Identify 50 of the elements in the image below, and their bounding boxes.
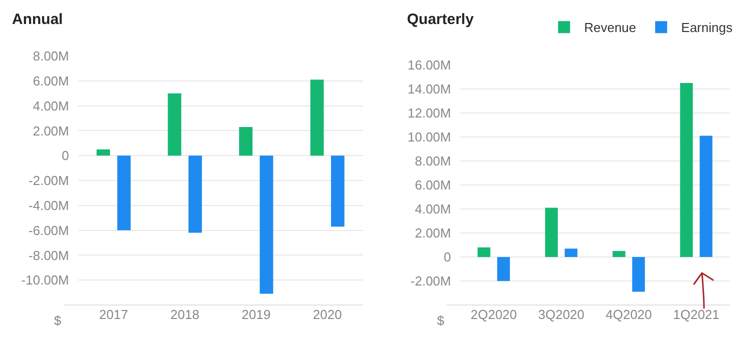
y-tick-label: 0 [444,250,451,265]
y-tick-label: 4.00M [414,202,451,217]
x-tick-label: 2018 [170,307,200,322]
bar [564,248,578,257]
chart-title: Annual [12,10,63,28]
y-tick-label: 2.00M [414,226,451,241]
y-tick-label: -4.00M [28,198,69,213]
y-tick-label: 6.00M [32,73,69,88]
chart-title: Quarterly [407,10,474,28]
x-tick-label: 3Q2020 [538,307,584,322]
y-tick-label: -8.00M [28,248,69,263]
x-tick-label: 2020 [312,307,342,322]
x-tick-label: 2017 [99,307,128,322]
bar [478,247,490,257]
bar [188,156,202,233]
bar [117,156,131,230]
y-tick-label: -6.00M [28,222,69,238]
legend-label: Earnings [681,20,733,36]
bar [612,251,626,257]
y-tick-label: -2.00M [410,274,451,289]
x-tick-label: 1Q2021 [673,307,720,322]
y-tick-label: -10.00M [21,272,69,288]
y-tick-label: -2.00M [28,173,69,188]
bar [310,80,324,156]
y-tick-label: 16.00M [408,58,451,73]
bar [330,156,344,227]
y-tick-label: 4.00M [32,98,69,114]
y-tick-label: 0 [62,148,69,164]
x-tick-label: 2Q2020 [470,307,517,322]
bar [260,156,274,294]
y-tick-label: 2.00M [32,123,69,138]
bar [168,93,182,156]
bar [700,136,712,257]
x-tick-label: 4Q2020 [606,307,652,322]
bar [545,208,558,257]
y-tick-label: 8.00M [414,154,451,169]
bar [96,149,110,156]
y-axis-title: $ [54,313,62,328]
y-tick-label: 6.00M [414,178,451,193]
y-tick-label: 10.00M [408,130,451,145]
y-tick-label: 12.00M [408,106,451,121]
y-axis-title: $ [437,313,445,328]
bar [497,257,510,281]
bar [680,83,693,257]
y-tick-label: 14.00M [408,82,451,97]
bar [239,126,253,156]
bar [632,257,645,292]
legend-label: Revenue [584,20,636,36]
y-tick-label: 8.00M [32,48,69,64]
x-tick-label: 2019 [242,307,271,322]
